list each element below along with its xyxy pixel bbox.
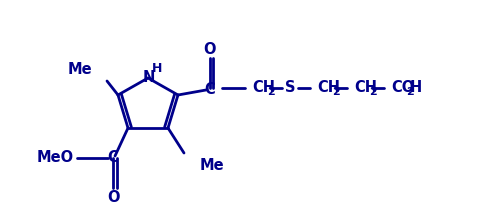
Text: 2: 2: [332, 87, 340, 97]
Text: C: C: [107, 150, 118, 166]
Text: 2: 2: [406, 87, 414, 97]
Text: C: C: [205, 81, 215, 97]
Text: O: O: [107, 190, 119, 206]
Text: CH: CH: [252, 80, 275, 95]
Text: S: S: [285, 80, 295, 95]
Text: CO: CO: [391, 80, 414, 95]
Text: 2: 2: [369, 87, 377, 97]
Text: 2: 2: [267, 87, 275, 97]
Text: MeO: MeO: [36, 150, 73, 166]
Text: N: N: [143, 69, 155, 84]
Text: H: H: [152, 63, 162, 75]
Text: Me: Me: [68, 63, 92, 77]
Text: O: O: [204, 43, 216, 57]
Text: H: H: [410, 80, 422, 95]
Text: CH: CH: [317, 80, 340, 95]
Text: CH: CH: [354, 80, 377, 95]
Text: Me: Me: [200, 158, 225, 174]
